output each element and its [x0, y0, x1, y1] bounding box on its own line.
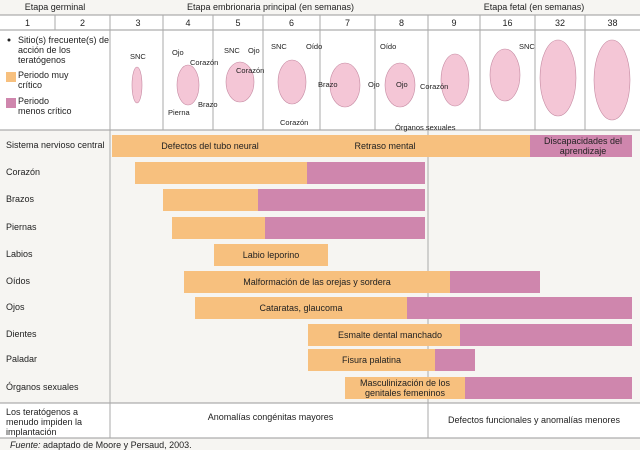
- embryo-label: Corazón: [420, 82, 449, 91]
- bar-text: Defectos del tubo neural: [161, 141, 259, 151]
- embryo-label: Ojo: [172, 48, 184, 57]
- footer-right: Defectos funcionales y anomalías menores: [447, 415, 621, 425]
- bar-text: Esmalte dental manchado: [337, 330, 443, 340]
- week: 3: [135, 18, 141, 28]
- week: 1: [24, 18, 30, 28]
- row-label: Paladar: [6, 354, 38, 364]
- row-label: Oídos: [6, 276, 31, 286]
- less-critical-bar: [307, 162, 425, 184]
- critical-bar: [214, 244, 328, 266]
- row-label: Corazón: [6, 167, 41, 177]
- embryo-label: SNC: [224, 46, 240, 55]
- source-label: Fuente:: [10, 440, 41, 450]
- legend-site: Sitio(s) frecuente(s) de acción de los t…: [18, 35, 110, 65]
- bar-text: Labio leporino: [242, 250, 300, 260]
- bar-text: Malformación de las orejas y sordera: [243, 277, 391, 287]
- embryo-label: Oído: [380, 42, 397, 51]
- week: 7: [344, 18, 350, 28]
- footer-middle: Anomalías congénitas mayores: [207, 412, 334, 422]
- embryo-label: Brazo: [198, 100, 218, 109]
- bar-text: Retraso mental: [354, 141, 416, 151]
- bar-text: Masculinización de los genitales femenin…: [359, 378, 451, 398]
- less-critical-bar: [460, 324, 632, 346]
- embryo-label: SNC: [519, 42, 535, 51]
- less-critical-bar: [530, 135, 632, 157]
- critical-bar: [195, 297, 407, 319]
- critical-bar: [112, 135, 530, 157]
- row-label: Brazos: [6, 194, 35, 204]
- critical-bar: [135, 162, 307, 184]
- less-critical-bar: [265, 217, 425, 239]
- footer-left: Los teratógenos a menudo impiden la impl…: [6, 407, 83, 437]
- less-critical-bar: [407, 297, 632, 319]
- stage: Etapa fetal (en semanas): [483, 2, 585, 12]
- embryo-label: SNC: [271, 42, 287, 51]
- critical-bar: [172, 217, 265, 239]
- week: 8: [398, 18, 404, 28]
- legend-critical: Periodo muy crítico: [18, 70, 69, 90]
- critical-bar: [308, 324, 460, 346]
- source: Fuente: adaptado de Moore y Persaud, 200…: [10, 440, 192, 450]
- embryo-label: Ojo: [368, 80, 380, 89]
- critical-bar: [345, 377, 465, 399]
- week: 6: [288, 18, 294, 28]
- week: 32: [554, 18, 565, 28]
- week: 4: [185, 18, 191, 28]
- embryo-label: Oído: [306, 42, 323, 51]
- critical-bar: [184, 271, 450, 293]
- less-critical-bar: [465, 377, 632, 399]
- embryo-label: Corazón: [236, 66, 265, 75]
- embryo-label: Corazón: [190, 58, 219, 67]
- row-label: Labios: [6, 249, 33, 259]
- week: 9: [451, 18, 457, 28]
- row-label: Dientes: [6, 329, 37, 339]
- week: 5: [235, 18, 241, 28]
- less-critical-bar: [435, 349, 475, 371]
- embryo-label: Brazo: [318, 80, 338, 89]
- embryo-label: Órganos sexuales: [395, 123, 456, 132]
- stage: Etapa embrionaria principal (en semanas): [186, 2, 355, 12]
- row-label: Sistema nervioso central: [6, 140, 105, 150]
- critical-bar: [308, 349, 435, 371]
- embryo-label: Ojo: [248, 46, 260, 55]
- week: 16: [502, 18, 513, 28]
- bar-text: Discapacidades del aprendizaje: [543, 136, 623, 156]
- embryo-label: Corazón: [280, 118, 309, 127]
- legend-less: Periodo menos crítico: [18, 96, 72, 116]
- source-text: adaptado de Moore y Persaud, 2003.: [43, 440, 192, 450]
- stage: Etapa germinal: [24, 2, 86, 12]
- embryo-label: Pierna: [168, 108, 190, 117]
- week: 38: [607, 18, 618, 28]
- less-critical-bar: [258, 189, 425, 211]
- embryo-label: Ojo: [396, 80, 408, 89]
- less-critical-bar: [450, 271, 540, 293]
- row-label: Ojos: [6, 302, 25, 312]
- critical-bar: [163, 189, 258, 211]
- week: 2: [79, 18, 85, 28]
- embryo-label: SNC: [130, 52, 146, 61]
- bar-text: Fisura palatina: [341, 355, 402, 365]
- bar-text: Cataratas, glaucoma: [259, 303, 343, 313]
- row-label: Piernas: [6, 222, 37, 232]
- row-label: Órganos sexuales: [6, 382, 79, 392]
